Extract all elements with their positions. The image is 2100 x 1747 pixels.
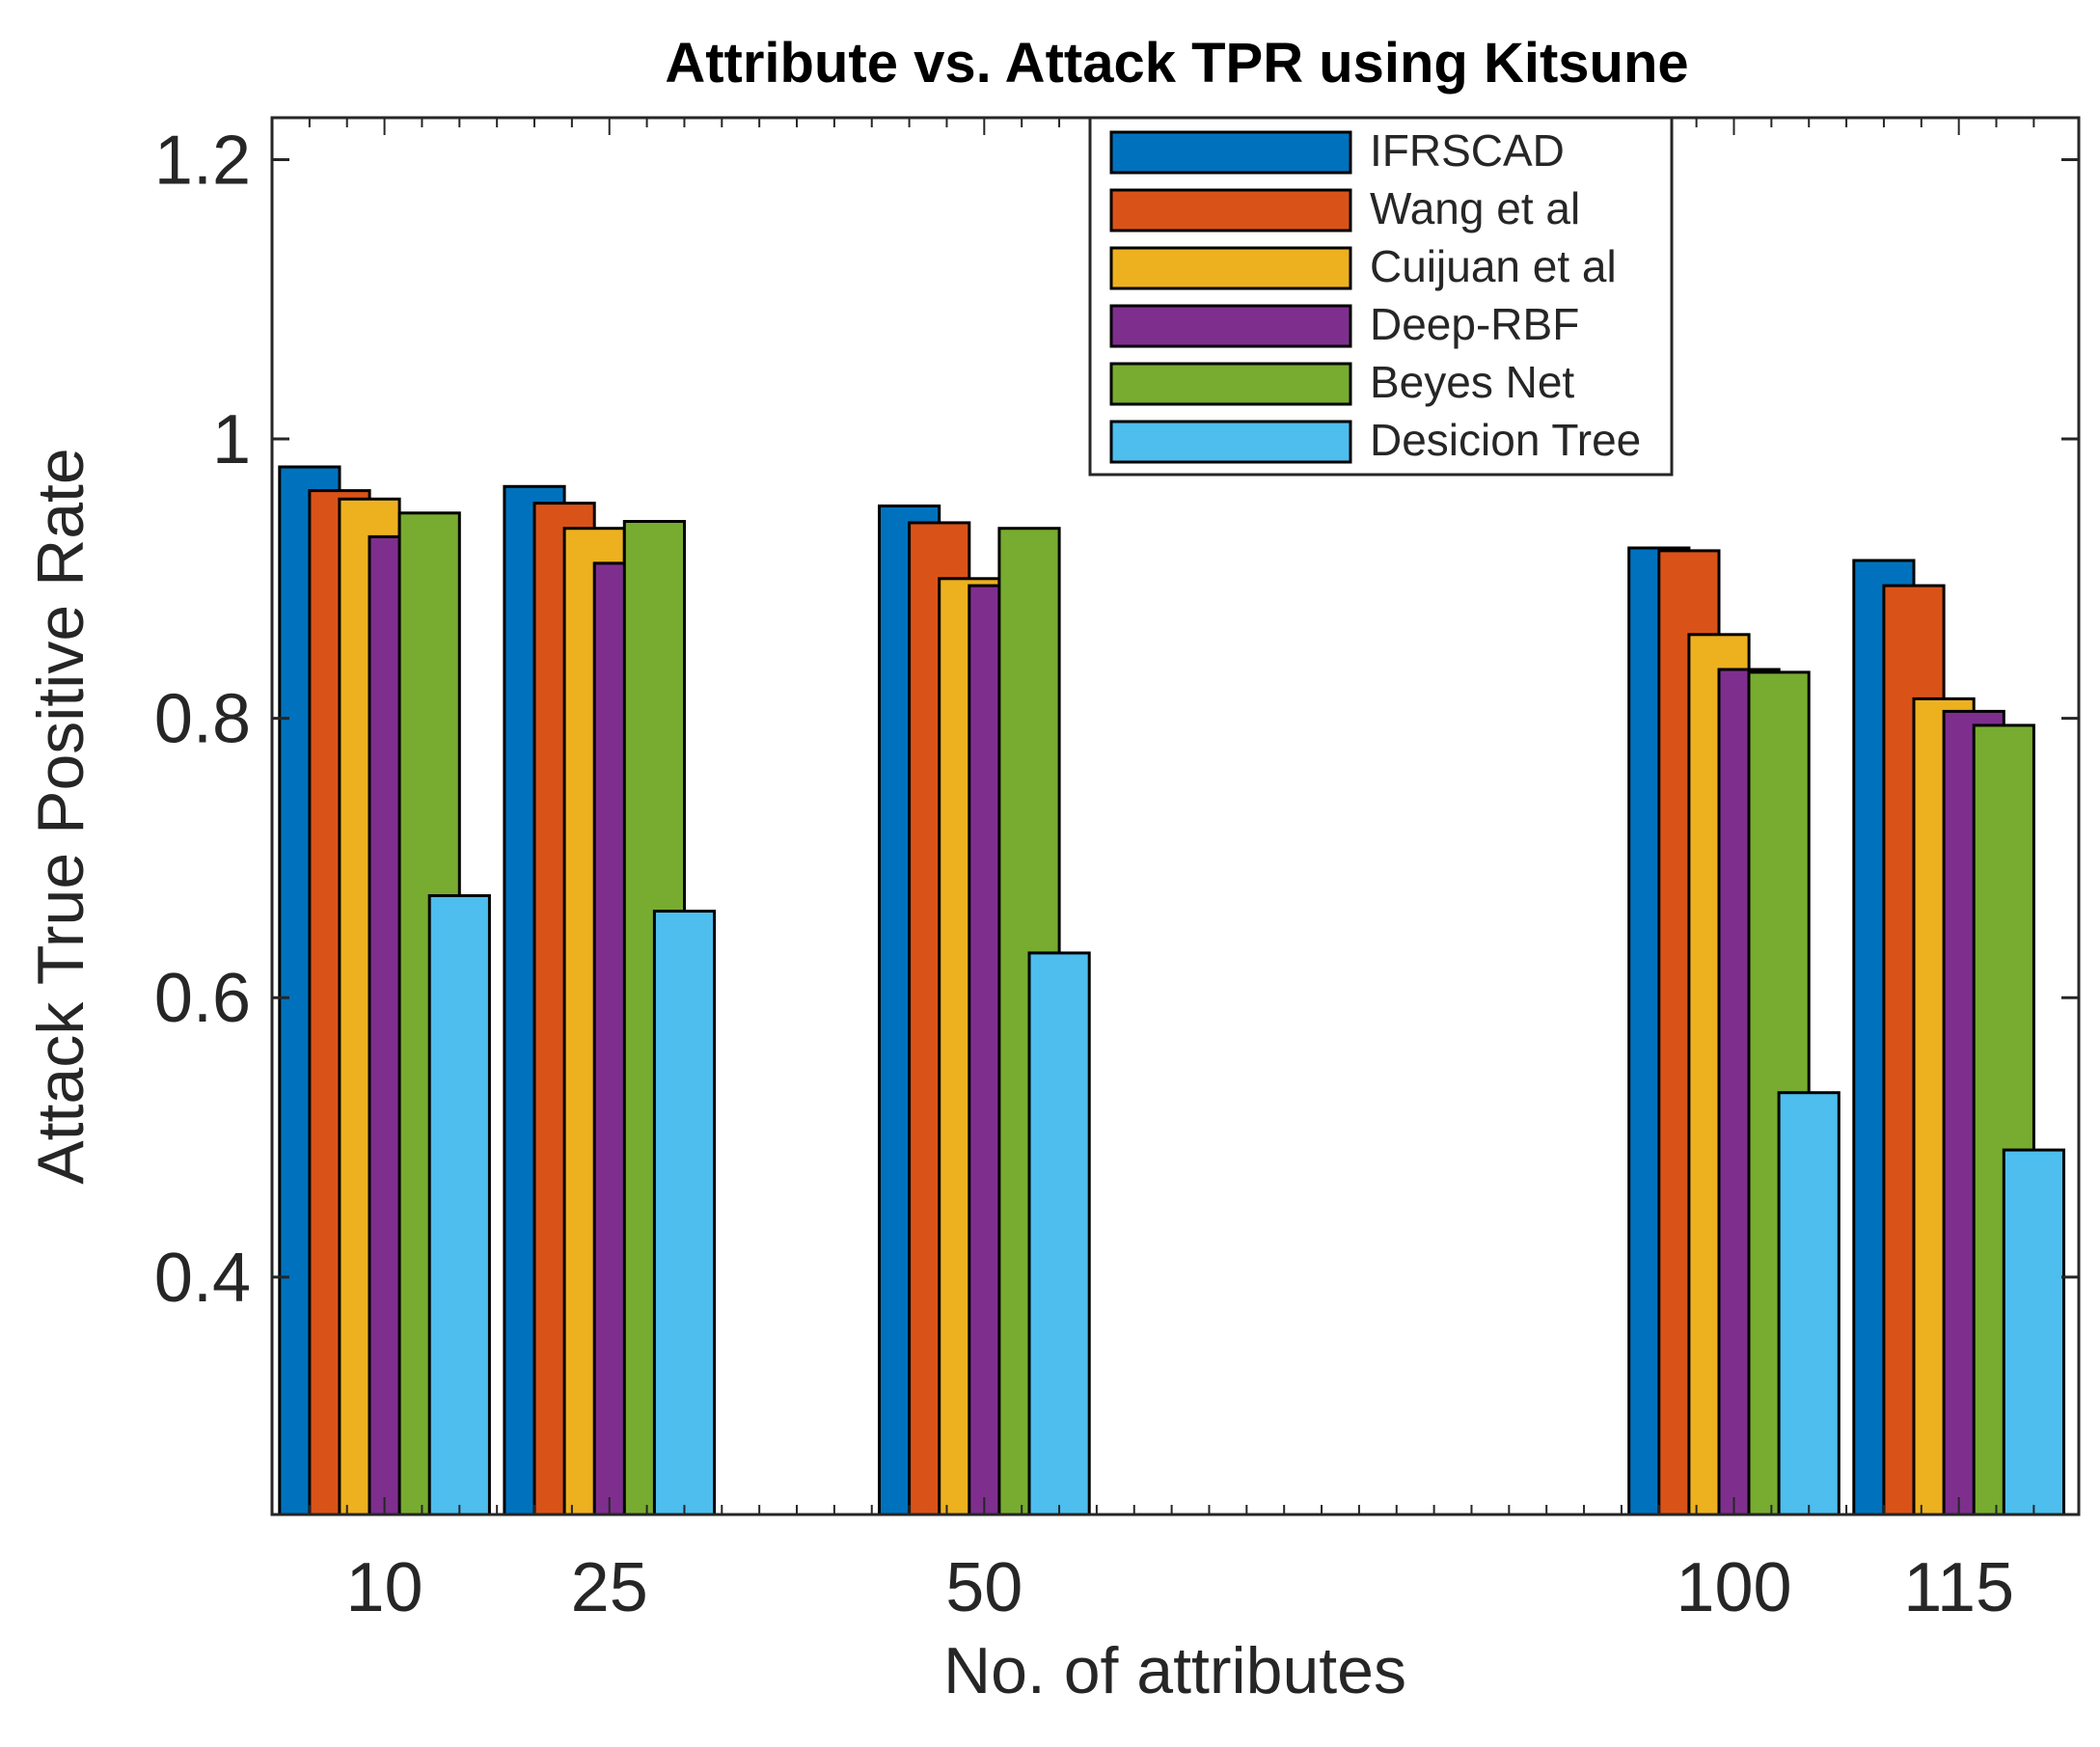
bars-layer [278,465,2066,1516]
legend-swatch-beyes-net [1109,362,1352,406]
x-tick-label: 100 [1676,1549,1791,1626]
legend-swatch-ifrscad [1109,130,1352,175]
x-tick-label: 115 [1903,1549,2014,1626]
bar-desicion-tree-100 [1777,1091,1841,1516]
x-tick-label: 25 [571,1549,648,1626]
bar-desicion-tree-25 [652,910,717,1516]
chart-title: Attribute vs. Attack TPR using Kitsune [665,32,1688,95]
legend: IFRSCAD Wang et al Cuijuan et al Deep-RBF Be… [1088,116,1674,477]
y-tick-label: 0.8 [154,681,251,758]
legend-label: Beyes Net [1370,357,1574,407]
legend-label: Deep-RBF [1370,299,1579,349]
y-axis-label: Attack True Positive Rate [24,448,97,1184]
y-axis-ticks: 0.4 0.6 0.8 1 1.2 [154,122,2079,1317]
y-tick-label: 0.6 [154,960,251,1037]
x-tick-label: 10 [346,1549,423,1626]
legend-label: IFRSCAD [1370,125,1565,176]
legend-box [1088,116,1674,477]
legend-swatch-deep-rbf [1109,304,1352,348]
y-tick-label: 0.4 [154,1240,251,1317]
legend-label: Wang et al [1370,183,1580,233]
bar-desicion-tree-115 [2002,1148,2066,1516]
x-axis-label: No. of attributes [943,1634,1406,1707]
bar-desicion-tree-10 [427,894,491,1516]
legend-swatch-desicion-tree [1109,420,1352,464]
legend-swatch-wang-et-al [1109,188,1352,232]
x-tick-label: 50 [945,1549,1023,1626]
legend-swatch-cuijuan-et-al [1109,246,1352,290]
legend-label: Desicion Tree [1370,415,1641,465]
y-tick-label: 1 [212,401,251,478]
bar-desicion-tree-50 [1027,951,1091,1516]
legend-label: Cuijuan et al [1370,241,1617,291]
y-tick-label: 1.2 [154,122,251,199]
